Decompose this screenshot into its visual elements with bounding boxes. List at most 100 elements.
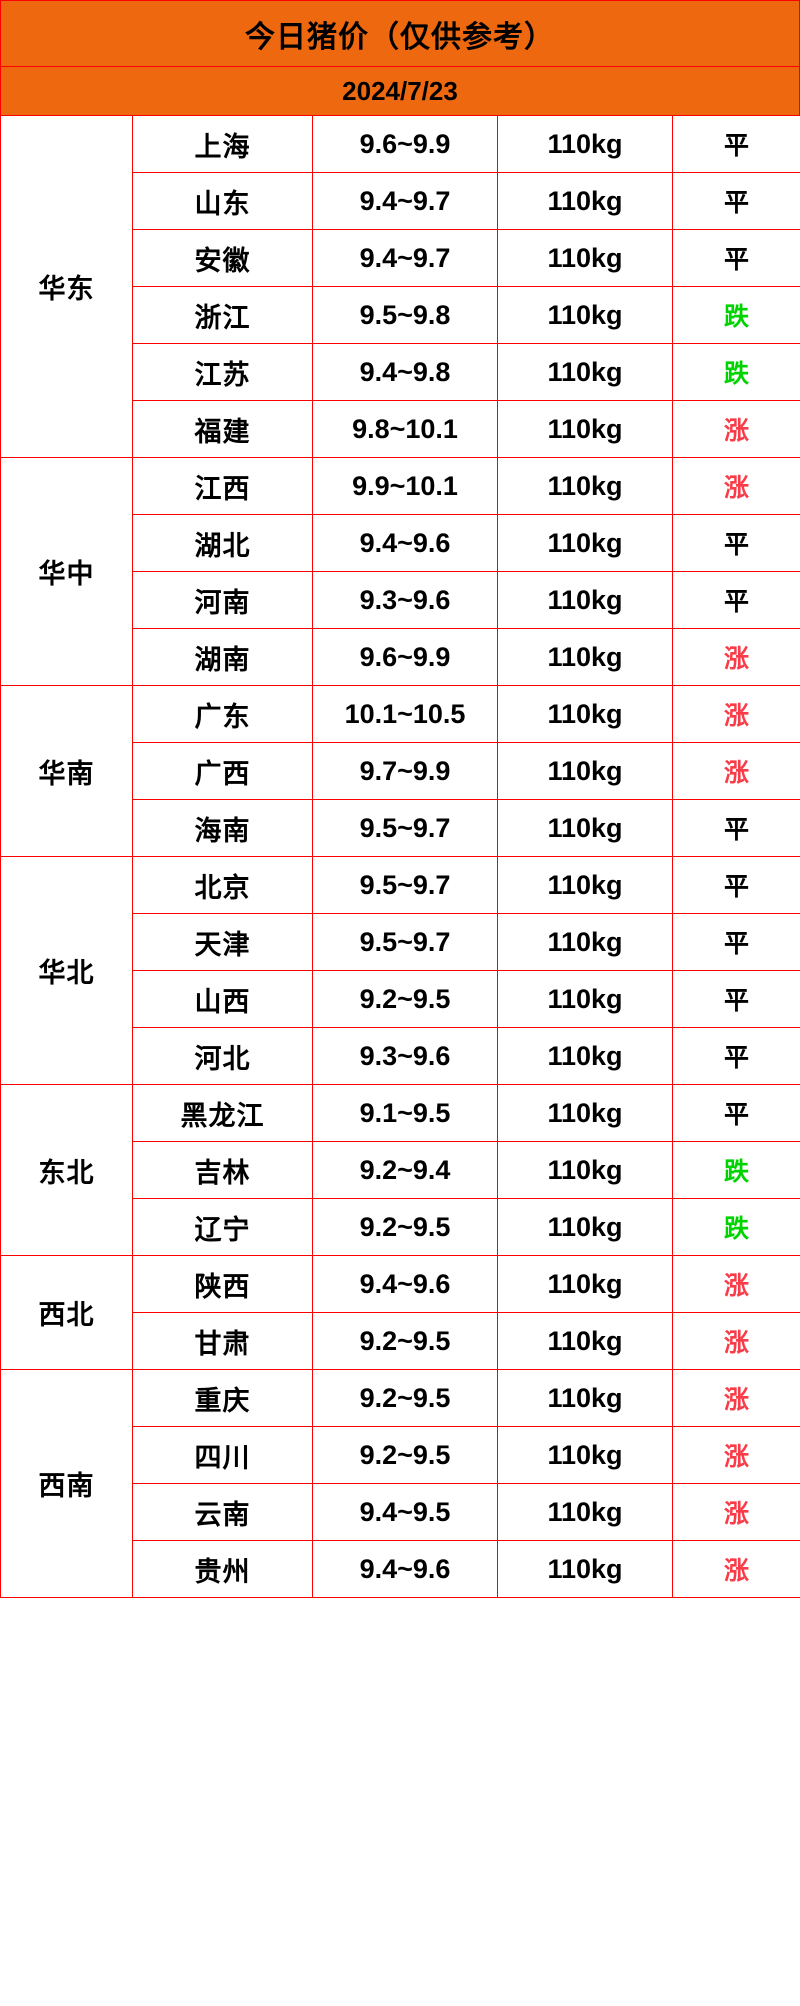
report-date-text: 2024/7/23 xyxy=(342,75,458,106)
province-cell: 河北 xyxy=(132,1027,313,1085)
table-row: 湖南 9.6~9.9 110kg 涨 xyxy=(1,628,800,686)
trend-cell: 平 xyxy=(672,514,800,572)
province-cell: 江西 xyxy=(132,457,313,515)
province-cell: 上海 xyxy=(132,115,313,173)
province-cell: 重庆 xyxy=(132,1369,313,1427)
table-row: 辽宁 9.2~9.5 110kg 跌 xyxy=(1,1198,800,1256)
price-cell: 9.4~9.7 xyxy=(312,229,498,287)
table-row: 西北 陕西 9.4~9.6 110kg 涨 xyxy=(0,1255,800,1370)
price-cell: 9.2~9.5 xyxy=(312,1369,498,1427)
province-cell: 陕西 xyxy=(132,1255,313,1313)
price-cell: 9.7~9.9 xyxy=(312,742,498,800)
trend-cell: 平 xyxy=(672,115,800,173)
table-row: 吉林 9.2~9.4 110kg 跌 xyxy=(1,1141,800,1199)
table-row: 西南 重庆 9.2~9.5 110kg 涨 xyxy=(0,1369,800,1598)
province-cell: 广东 xyxy=(132,685,313,743)
trend-cell: 跌 xyxy=(672,1198,800,1256)
weight-cell: 110kg xyxy=(497,514,673,572)
price-cell: 9.4~9.5 xyxy=(312,1483,498,1541)
weight-cell: 110kg xyxy=(497,571,673,629)
trend-cell: 涨 xyxy=(672,400,800,458)
province-cell: 安徽 xyxy=(132,229,313,287)
province-cell: 云南 xyxy=(132,1483,313,1541)
trend-cell: 涨 xyxy=(672,1369,800,1427)
trend-cell: 涨 xyxy=(672,1426,800,1484)
table-row: 云南 9.4~9.5 110kg 涨 xyxy=(1,1483,800,1541)
trend-cell: 涨 xyxy=(672,685,800,743)
page-title: 今日猪价（仅供参考） xyxy=(0,0,800,66)
region-cell: 华中 xyxy=(0,457,133,686)
province-cell: 贵州 xyxy=(132,1540,313,1598)
table-row: 山东 9.4~9.7 110kg 平 xyxy=(1,172,800,230)
province-cell: 山西 xyxy=(132,970,313,1028)
trend-cell: 跌 xyxy=(672,343,800,401)
weight-cell: 110kg xyxy=(497,970,673,1028)
trend-cell: 跌 xyxy=(672,1141,800,1199)
province-cell: 江苏 xyxy=(132,343,313,401)
table-row: 天津 9.5~9.7 110kg 平 xyxy=(1,913,800,971)
weight-cell: 110kg xyxy=(497,1483,673,1541)
weight-cell: 110kg xyxy=(497,1084,673,1142)
price-cell: 9.1~9.5 xyxy=(312,1084,498,1142)
report-date: 2024/7/23 xyxy=(0,66,800,115)
province-cell: 山东 xyxy=(132,172,313,230)
weight-cell: 110kg xyxy=(497,856,673,914)
region-cell: 东北 xyxy=(0,1084,133,1256)
trend-cell: 平 xyxy=(672,799,800,857)
weight-cell: 110kg xyxy=(497,1426,673,1484)
province-cell: 福建 xyxy=(132,400,313,458)
trend-cell: 平 xyxy=(672,970,800,1028)
trend-cell: 平 xyxy=(672,1027,800,1085)
trend-cell: 涨 xyxy=(672,1255,800,1313)
table-row: 华东 上海 9.6~9.9 110kg 平 xyxy=(0,115,800,458)
province-cell: 黑龙江 xyxy=(132,1084,313,1142)
price-cell: 9.2~9.5 xyxy=(312,1312,498,1370)
province-cell: 辽宁 xyxy=(132,1198,313,1256)
weight-cell: 110kg xyxy=(497,1141,673,1199)
province-cell: 湖北 xyxy=(132,514,313,572)
weight-cell: 110kg xyxy=(497,115,673,173)
weight-cell: 110kg xyxy=(497,229,673,287)
trend-cell: 涨 xyxy=(672,457,800,515)
province-cell: 湖南 xyxy=(132,628,313,686)
price-cell: 9.2~9.4 xyxy=(312,1141,498,1199)
region-cell: 华南 xyxy=(0,685,133,857)
region-cell: 华北 xyxy=(0,856,133,1085)
table-row: 华中 江西 9.9~10.1 110kg 涨 xyxy=(0,457,800,686)
table-row: 海南 9.5~9.7 110kg 平 xyxy=(1,799,800,857)
weight-cell: 110kg xyxy=(497,685,673,743)
price-cell: 9.2~9.5 xyxy=(312,1426,498,1484)
table-row: 贵州 9.4~9.6 110kg 涨 xyxy=(1,1540,800,1598)
trend-cell: 涨 xyxy=(672,1483,800,1541)
table-row: 福建 9.8~10.1 110kg 涨 xyxy=(1,400,800,458)
price-cell: 9.4~9.6 xyxy=(312,514,498,572)
province-cell: 天津 xyxy=(132,913,313,971)
price-cell: 9.4~9.6 xyxy=(312,1255,498,1313)
table-row: 东北 黑龙江 9.1~9.5 110kg 平 xyxy=(0,1084,800,1256)
trend-cell: 涨 xyxy=(672,628,800,686)
province-cell: 甘肃 xyxy=(132,1312,313,1370)
province-cell: 浙江 xyxy=(132,286,313,344)
trend-cell: 平 xyxy=(672,856,800,914)
province-cell: 四川 xyxy=(132,1426,313,1484)
trend-cell: 平 xyxy=(672,1084,800,1142)
table-row: 河北 9.3~9.6 110kg 平 xyxy=(1,1027,800,1085)
trend-cell: 涨 xyxy=(672,742,800,800)
table-row: 甘肃 9.2~9.5 110kg 涨 xyxy=(1,1312,800,1370)
trend-cell: 平 xyxy=(672,229,800,287)
weight-cell: 110kg xyxy=(497,628,673,686)
price-cell: 9.3~9.6 xyxy=(312,571,498,629)
province-cell: 吉林 xyxy=(132,1141,313,1199)
region-cell: 西北 xyxy=(0,1255,133,1370)
price-cell: 9.5~9.8 xyxy=(312,286,498,344)
table-row: 河南 9.3~9.6 110kg 平 xyxy=(1,571,800,629)
weight-cell: 110kg xyxy=(497,457,673,515)
price-table-body: 华东 上海 9.6~9.9 110kg 平山东 9.4~9.7 110kg 平安徽 9.4~9.… xyxy=(0,115,800,1598)
weight-cell: 110kg xyxy=(497,799,673,857)
trend-cell: 跌 xyxy=(672,286,800,344)
province-cell: 北京 xyxy=(132,856,313,914)
price-cell: 9.8~10.1 xyxy=(312,400,498,458)
price-cell: 9.3~9.6 xyxy=(312,1027,498,1085)
weight-cell: 110kg xyxy=(497,1540,673,1598)
weight-cell: 110kg xyxy=(497,742,673,800)
